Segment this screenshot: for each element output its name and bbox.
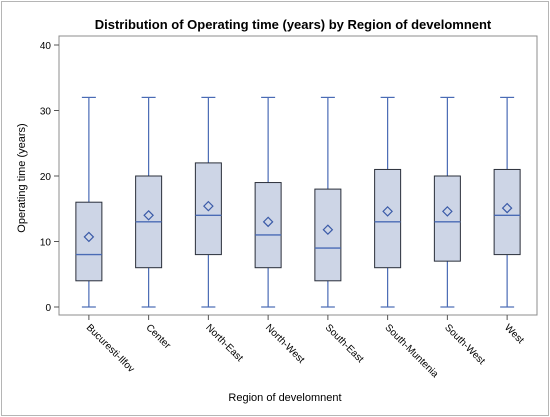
iqr-box <box>433 175 461 262</box>
x-tick-label: South-East <box>323 322 366 365</box>
mean-marker <box>262 216 274 228</box>
iqr-box <box>254 182 282 269</box>
iqr-box <box>194 162 222 256</box>
mean-marker <box>382 206 393 217</box>
box-west <box>493 96 521 308</box>
box-south-east <box>314 96 342 308</box>
mean-marker <box>143 209 154 221</box>
y-axis: 0 10 20 30 40 <box>40 41 59 314</box>
y-tick-label: 40 <box>40 41 52 52</box>
iqr-box <box>374 168 402 269</box>
x-tick-label: North-East <box>203 322 245 364</box>
x-tick-label: North-West <box>263 322 307 366</box>
box-south-west <box>433 96 461 308</box>
chart-title: Distribution of Operating time (years) b… <box>95 17 492 32</box>
mean-marker <box>322 224 334 236</box>
y-tick-label: 0 <box>45 303 51 314</box>
x-tick-label: South-West <box>442 322 487 367</box>
x-tick-label: Bucuresti-Ilfov <box>84 322 137 375</box>
y-tick-label: 30 <box>40 107 52 118</box>
y-axis-label: Operating time (years) <box>16 123 28 232</box>
box-north-east <box>194 96 222 308</box>
y-tick-label: 10 <box>40 238 52 249</box>
x-tick-label: Center <box>144 322 173 351</box>
x-tick-label: West <box>502 322 526 346</box>
mean-marker <box>83 231 95 243</box>
box-bucuresti-ilfov <box>75 96 103 308</box>
x-axis: Bucuresti-Ilfov Center North-East North-Wes… <box>84 315 526 380</box>
box-north-west <box>254 96 282 308</box>
y-tick-label: 20 <box>40 172 52 183</box>
plot-area-border <box>58 35 538 316</box>
x-axis-label: Region of develomnent <box>228 392 341 404</box>
box-south-muntenia <box>374 96 402 308</box>
mean-marker <box>501 202 513 214</box>
x-tick-label: South-Muntenia <box>383 322 441 380</box>
mean-marker <box>442 206 453 217</box>
mean-marker <box>203 200 214 212</box>
box-center <box>135 96 163 308</box>
box-series <box>75 96 521 308</box>
